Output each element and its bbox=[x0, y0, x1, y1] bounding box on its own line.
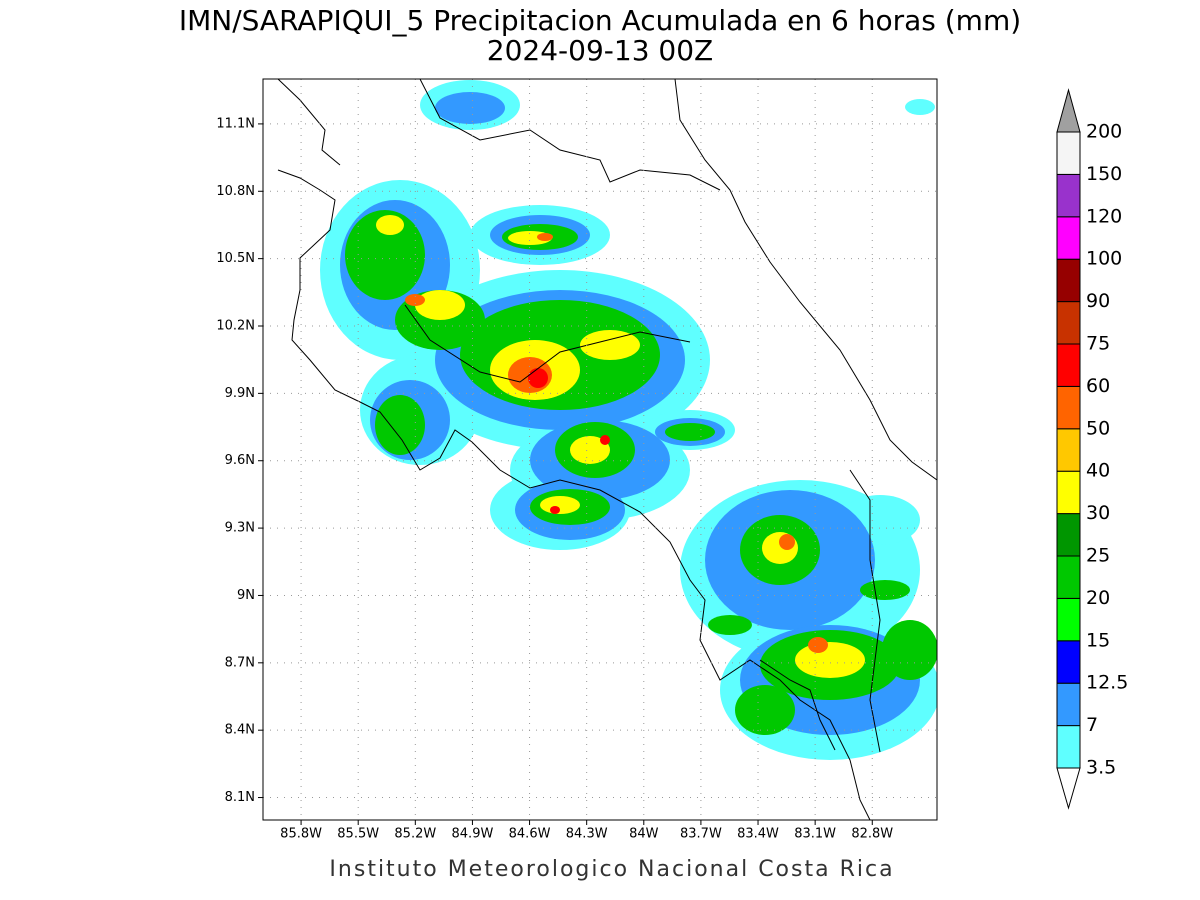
lon-tick-label: 84.3W bbox=[566, 827, 608, 842]
footer: Instituto Meteorologico Nacional Costa R… bbox=[329, 857, 894, 882]
colorbar-cell bbox=[1056, 597, 1081, 642]
lon-tick-label: 84.6W bbox=[509, 827, 551, 842]
map-title: IMN/SARAPIQUI_5 Precipitacion Acumulada … bbox=[179, 4, 1021, 37]
colorbar-label: 40 bbox=[1086, 460, 1110, 482]
lon-tick-label: 82.8W bbox=[851, 827, 893, 842]
colorbar-label: 15 bbox=[1086, 629, 1110, 651]
colorbar-label: 60 bbox=[1086, 375, 1110, 397]
plot-frame bbox=[262, 78, 938, 821]
lat-tick-label: 9.3N bbox=[225, 521, 255, 536]
lat-tick-label: 8.7N bbox=[225, 655, 255, 670]
colorbar-label: 90 bbox=[1086, 290, 1110, 312]
colorbar-label: 150 bbox=[1086, 163, 1122, 185]
lon-tick-label: 83.1W bbox=[794, 827, 836, 842]
colorbar-label: 120 bbox=[1086, 205, 1122, 227]
colorbar: 3.5 7 12.5 15 20 25 30 40 50 60 75 90 100 120 150 200 bbox=[1056, 88, 1128, 810]
grid: 85.8W 85.5W 85.2W 84.9W 84.6W 84.3W 84W 83.7W 83… bbox=[216, 79, 937, 842]
lon-tick-label: 85.2W bbox=[394, 827, 436, 842]
colorbar-label: 12.5 bbox=[1086, 672, 1128, 694]
colorbar-label: 75 bbox=[1086, 333, 1110, 355]
lat-tick-label: 10.8N bbox=[216, 184, 255, 199]
lat-tick-label: 11.1N bbox=[216, 116, 255, 131]
colorbar-label: 30 bbox=[1086, 502, 1110, 524]
lon-tick-label: 85.8W bbox=[280, 827, 322, 842]
colorbar-cell bbox=[1056, 131, 1081, 175]
lon-tick-label: 85.5W bbox=[337, 827, 379, 842]
precip-field bbox=[320, 80, 937, 760]
colorbar-label: 50 bbox=[1086, 417, 1110, 439]
colorbar-label: 25 bbox=[1086, 545, 1110, 567]
colorbar-under bbox=[1056, 767, 1081, 810]
colorbar-label: 100 bbox=[1086, 248, 1122, 270]
map-subtitle: 2024-09-13 00Z bbox=[487, 34, 713, 67]
colorbar-over bbox=[1056, 88, 1081, 133]
colorbar-label: 7 bbox=[1086, 714, 1098, 736]
lat-tick-label: 8.4N bbox=[225, 723, 255, 738]
colorbar-label: 20 bbox=[1086, 587, 1110, 609]
colorbar-cell bbox=[1056, 301, 1081, 345]
lon-tick-label: 84W bbox=[629, 827, 659, 842]
lat-tick-label: 8.1N bbox=[225, 790, 255, 805]
colorbar-cell bbox=[1056, 343, 1081, 387]
colorbar-label: 200 bbox=[1086, 121, 1122, 143]
colorbar-cell bbox=[1056, 682, 1081, 727]
lon-tick-label: 83.4W bbox=[737, 827, 779, 842]
colorbar-cell bbox=[1056, 385, 1081, 430]
colorbar-cell bbox=[1056, 258, 1081, 303]
colorbar-cell bbox=[1056, 216, 1081, 260]
lat-tick-label: 9.6N bbox=[225, 453, 255, 468]
colorbar-cell bbox=[1056, 513, 1081, 557]
lat-tick-label: 10.2N bbox=[216, 319, 255, 334]
lon-tick-label: 83.7W bbox=[680, 827, 722, 842]
colorbar-label: 3.5 bbox=[1086, 757, 1116, 779]
lon-tick-label: 84.9W bbox=[452, 827, 494, 842]
colorbar-cell bbox=[1056, 640, 1081, 684]
lat-tick-label: 10.5N bbox=[216, 251, 255, 266]
colorbar-cell bbox=[1056, 725, 1081, 769]
colorbar-cell bbox=[1056, 173, 1081, 218]
lat-tick-label: 9.9N bbox=[225, 386, 255, 401]
coastlines bbox=[277, 79, 937, 820]
colorbar-cell bbox=[1056, 428, 1081, 472]
lat-tick-label: 9N bbox=[237, 588, 255, 603]
colorbar-cell bbox=[1056, 555, 1081, 599]
colorbar-cell bbox=[1056, 470, 1081, 515]
